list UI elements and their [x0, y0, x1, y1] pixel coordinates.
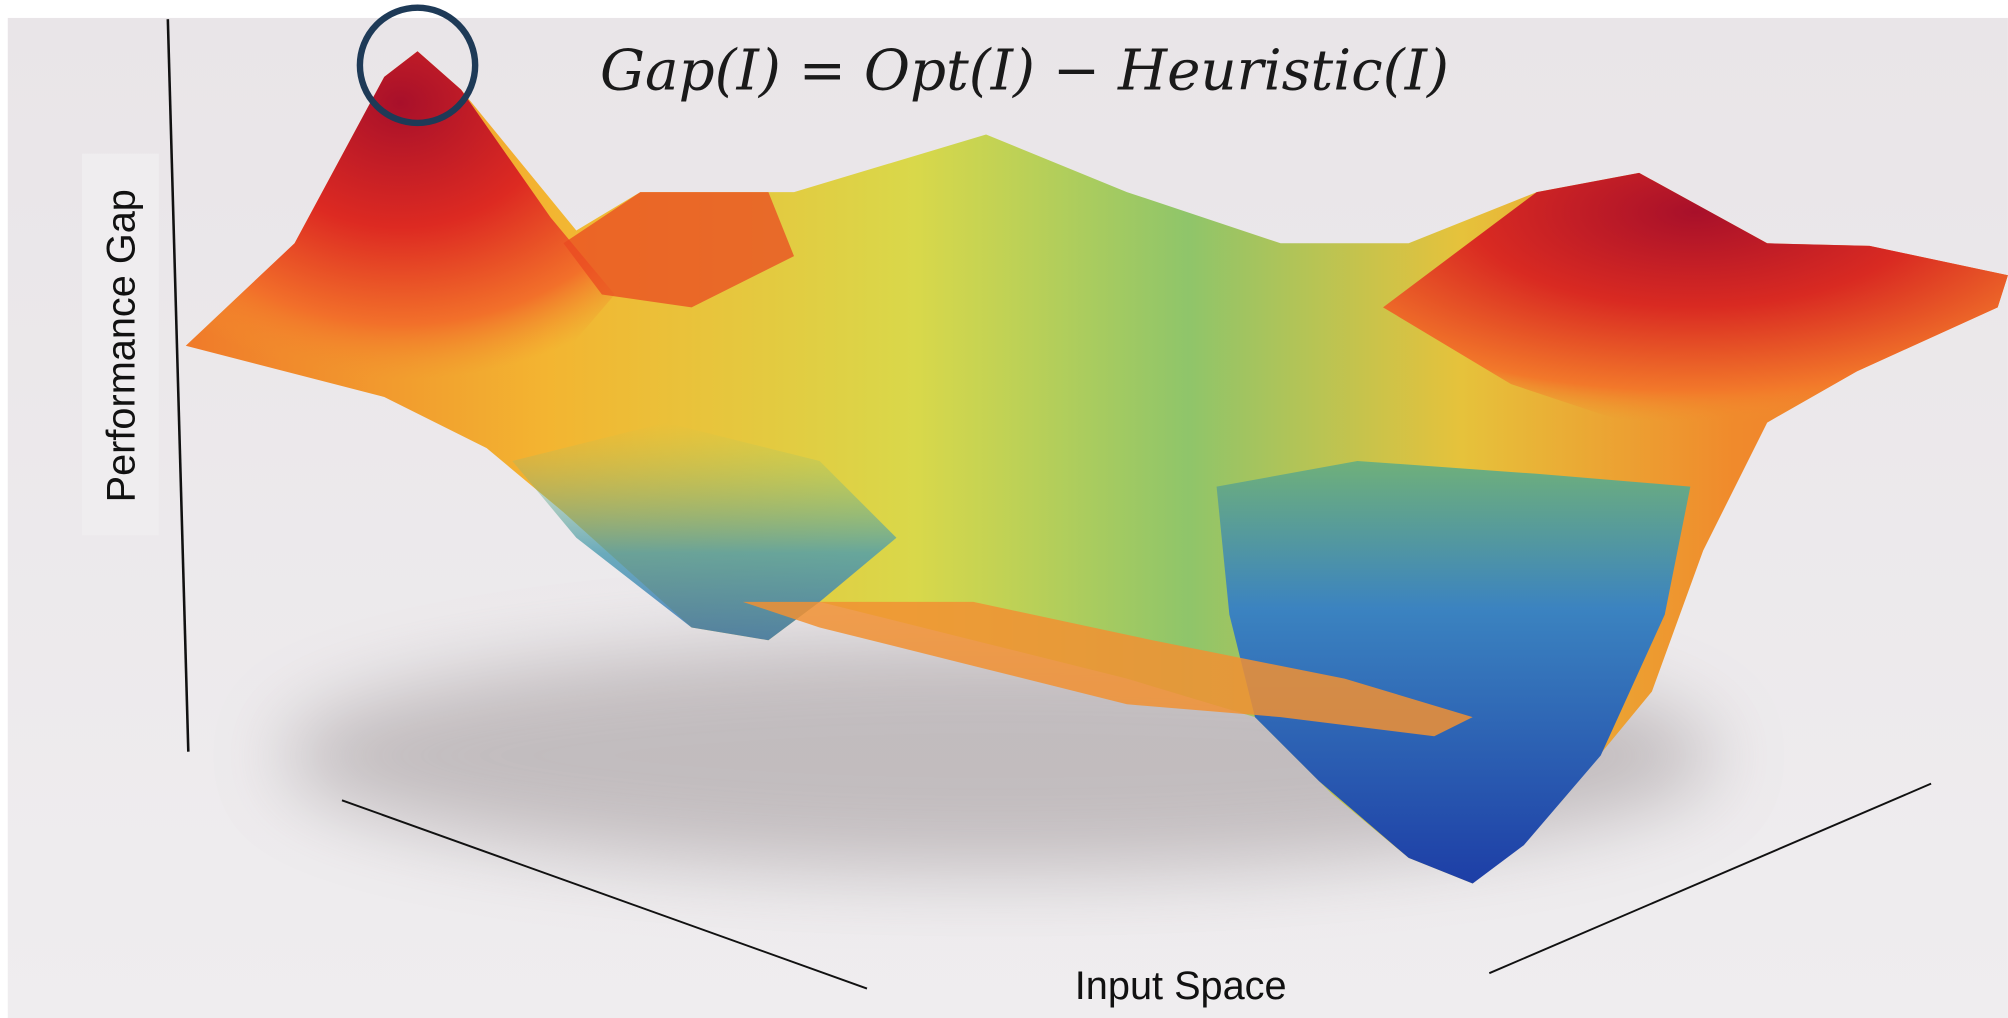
landscape-illustration: Performance Gap Gap(I) = Opt(I) − Heuris… — [0, 0, 2008, 1018]
gap-equation: Gap(I) = Opt(I) − Heuristic(I) — [600, 39, 1449, 104]
vertical-axis-label: Performance Gap — [100, 189, 144, 502]
page: {"equation": "Gap(I) = Opt(I) − Heuristi… — [0, 0, 2008, 1018]
horizontal-axis-label: Input Space — [1075, 964, 1287, 1008]
